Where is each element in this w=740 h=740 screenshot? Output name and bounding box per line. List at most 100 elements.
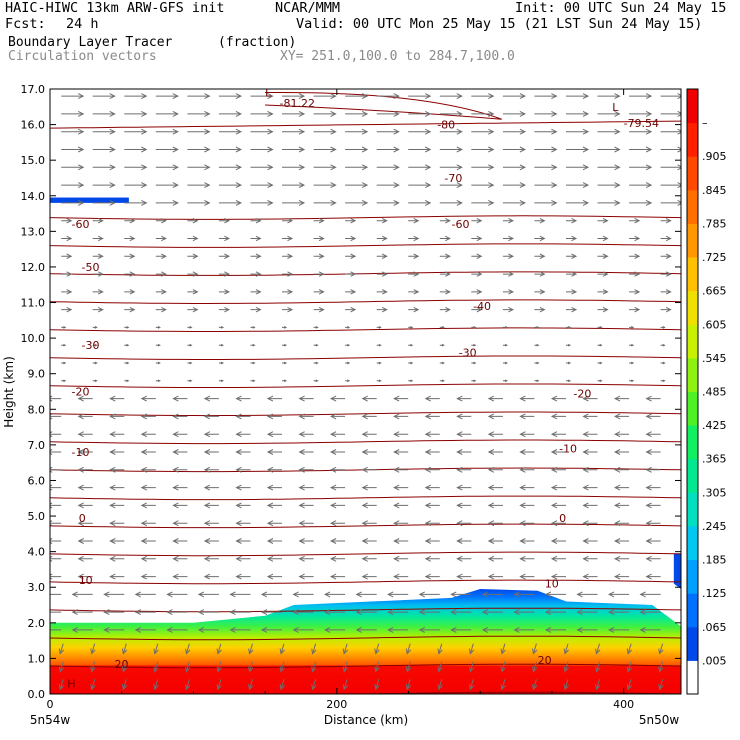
colorbar-label: .305 xyxy=(702,486,727,499)
wind-vector xyxy=(77,573,93,580)
colorbar-swatch xyxy=(687,660,698,695)
wind-vector xyxy=(71,609,93,616)
wind-vector xyxy=(218,93,243,100)
wind-vector xyxy=(361,502,377,509)
wind-vector xyxy=(502,379,509,383)
wind-vector xyxy=(534,93,558,100)
wind-vector xyxy=(645,573,661,580)
wind-vector xyxy=(408,235,420,242)
wind-vector xyxy=(153,679,159,691)
wind-vector xyxy=(50,520,62,527)
wind-vector xyxy=(71,626,93,633)
wind-vector xyxy=(597,271,609,277)
wind-vector xyxy=(487,413,503,420)
wind-vector xyxy=(329,555,346,562)
wind-vector xyxy=(298,520,314,527)
wind-vector xyxy=(218,235,231,242)
overlay-name: Circulation vectors xyxy=(8,49,157,64)
wind-vector xyxy=(361,555,377,562)
wind-vector xyxy=(172,466,188,473)
wind-vector xyxy=(140,449,156,455)
wind-vector xyxy=(519,502,535,509)
isotherm-line xyxy=(50,215,681,220)
wind-vector xyxy=(345,289,357,295)
wind-vector xyxy=(50,629,62,631)
wind-vector xyxy=(534,199,558,206)
wind-vector xyxy=(109,520,125,527)
wind-vector xyxy=(629,289,641,295)
wind-vector xyxy=(629,326,635,329)
wind-vector xyxy=(203,466,219,473)
y-tick-label: 6.0 xyxy=(28,475,46,488)
wind-vector xyxy=(481,609,503,616)
wind-vector xyxy=(607,626,630,633)
wind-vector xyxy=(376,217,388,224)
wind-vector xyxy=(124,93,148,100)
wind-vector xyxy=(629,235,641,242)
wind-vector xyxy=(313,110,337,117)
wind-vector xyxy=(172,395,188,402)
wind-vector xyxy=(282,326,288,329)
wind-vector xyxy=(329,449,346,455)
wind-vector xyxy=(311,679,317,691)
wind-vector xyxy=(61,128,85,135)
wind-vector xyxy=(124,326,130,329)
y-tick-label: 5.0 xyxy=(28,510,46,523)
wind-vector xyxy=(61,146,85,153)
wind-vector xyxy=(235,555,251,562)
y-tick-label: 8.0 xyxy=(28,403,46,416)
wind-vector xyxy=(439,253,451,259)
wind-vector xyxy=(597,326,603,329)
wind-vector xyxy=(124,271,136,277)
wind-vector xyxy=(639,591,661,598)
wind-vector xyxy=(313,379,319,383)
wind-vector xyxy=(471,217,483,224)
wind-vector xyxy=(172,502,188,509)
wind-vector xyxy=(376,306,388,313)
wind-vector xyxy=(266,555,282,562)
wind-vector xyxy=(218,128,243,135)
wind-vector xyxy=(124,128,148,135)
wind-vector xyxy=(109,484,125,491)
wind-vector xyxy=(187,93,211,100)
wind-vector xyxy=(103,609,125,616)
wind-vector xyxy=(260,626,282,633)
wind-vector xyxy=(437,679,443,691)
contour-label: 10 xyxy=(79,574,93,587)
wind-vector xyxy=(155,128,179,135)
wind-vector xyxy=(187,128,211,135)
wind-vector xyxy=(629,128,653,135)
wind-vector xyxy=(613,484,630,491)
colorbar-swatch xyxy=(687,626,698,661)
wind-vector xyxy=(187,326,193,329)
wind-vector xyxy=(203,431,219,438)
wind-vector xyxy=(393,413,409,420)
wind-vector xyxy=(313,235,325,242)
wind-vector xyxy=(282,110,306,117)
y-axis-label: Height (km) xyxy=(2,356,16,427)
isotherm-line xyxy=(50,411,681,417)
wind-vector xyxy=(311,661,317,673)
wind-vector xyxy=(92,164,116,171)
wind-vector xyxy=(250,253,262,259)
wind-vector xyxy=(660,343,666,347)
wind-vector xyxy=(218,289,231,295)
wind-vector xyxy=(92,253,104,259)
wind-vector xyxy=(519,449,535,455)
wind-vector xyxy=(313,146,337,153)
wind-vector xyxy=(629,343,635,347)
wind-vector xyxy=(405,643,412,655)
wind-vector xyxy=(471,182,495,189)
wind-vector xyxy=(61,199,85,206)
wind-vector xyxy=(250,343,256,347)
wind-vector xyxy=(124,361,130,365)
contour-label: -80 xyxy=(437,119,455,132)
wind-vector xyxy=(566,326,572,329)
wind-vector xyxy=(235,395,251,402)
wind-vector xyxy=(502,199,527,206)
wind-vector xyxy=(61,110,85,117)
wind-vector xyxy=(519,520,535,527)
wind-vector xyxy=(342,661,349,673)
wind-vector xyxy=(279,643,285,655)
colorbar-label: .665 xyxy=(702,285,727,298)
